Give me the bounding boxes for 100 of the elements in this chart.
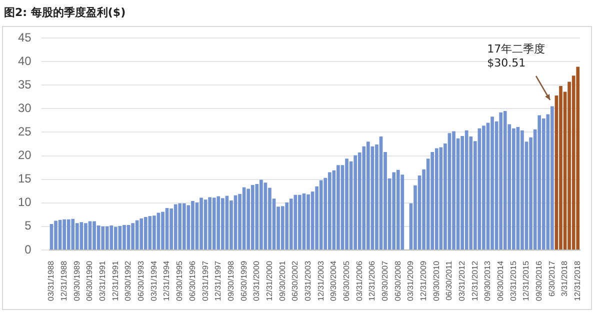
bar: [434, 148, 438, 250]
bar: [75, 223, 79, 250]
x-tick-label: 09/30/1995: [175, 260, 184, 302]
bar: [200, 198, 203, 250]
x-tick-label: 06/30/2002: [290, 260, 300, 302]
y-tick-label: 40: [18, 54, 32, 68]
x-tick-label: 12/31/2000: [264, 260, 274, 302]
x-tick-label: 03/31/1997: [200, 260, 210, 302]
bar: [101, 226, 105, 250]
x-tick-label: 12/31/1991: [110, 260, 120, 302]
bar: [516, 127, 520, 250]
bar: [186, 205, 190, 250]
x-tick-label: 03/31/2009: [406, 260, 416, 302]
y-tick-label: 25: [18, 124, 32, 139]
x-tick-label: 06/30/1999: [239, 260, 248, 302]
y-tick-label: 0: [24, 242, 32, 256]
bar: [250, 184, 254, 250]
bar: [379, 136, 383, 250]
bar: [110, 225, 114, 250]
x-tick-label: 09/30/2001: [278, 260, 287, 302]
bar: [84, 223, 88, 250]
bar: [478, 128, 482, 250]
bar: [246, 188, 250, 250]
bar: [165, 208, 169, 250]
bar: [559, 86, 562, 250]
x-tick-label: 03/31/1991: [98, 260, 108, 302]
bar: [482, 126, 486, 250]
x-tick-label: 12/31/2015: [522, 260, 531, 302]
x-tick-label: 12/31/2018: [573, 260, 582, 302]
y-tick-label: 30: [18, 100, 32, 115]
bar: [66, 219, 70, 250]
bar: [396, 170, 400, 250]
x-tick-label: 12/31/1988: [60, 260, 69, 302]
bar: [448, 133, 452, 250]
bar: [242, 187, 246, 250]
bar: [294, 194, 298, 250]
x-tick-label: 06/30/1996: [188, 260, 197, 302]
bar: [88, 221, 92, 250]
bar: [234, 195, 238, 250]
y-tick-label: 35: [18, 77, 32, 92]
bar: [204, 200, 208, 250]
bar: [144, 216, 148, 250]
bar: [220, 198, 224, 250]
x-tick-label: 06/30/2011: [444, 260, 454, 300]
x-tick-label: 03/31/1994: [149, 260, 158, 302]
x-tick-label: 03/31/2015: [508, 260, 518, 302]
bar: [328, 172, 332, 250]
bar: [92, 221, 96, 250]
x-tick-label: 09/30/1992: [124, 260, 133, 302]
bar: [140, 218, 144, 250]
x-tick-label: 12/31/2006: [368, 260, 377, 302]
bar: [126, 224, 130, 250]
bar: [80, 222, 84, 250]
x-tick-label: 12/31/2012: [470, 260, 480, 302]
bar: [503, 111, 507, 250]
bar: [430, 152, 434, 250]
bar: [178, 203, 182, 250]
bar: [71, 218, 75, 250]
x-tick-label: 06/30/1993: [136, 260, 146, 302]
bar: [302, 193, 306, 250]
bar: [520, 130, 524, 250]
bar: [148, 216, 152, 250]
bar: [336, 165, 340, 250]
x-tick-label: 6/30/2017: [547, 260, 556, 297]
x-tick-label: 12/31/1994: [162, 260, 172, 302]
bar: [576, 66, 580, 250]
bar: [264, 182, 268, 250]
bar: [118, 226, 122, 250]
bar: [191, 200, 194, 250]
bar: [216, 196, 220, 250]
y-tick-label: 20: [18, 148, 32, 162]
x-tick-label: 09/30/1998: [226, 260, 236, 302]
y-tick-label: 45: [18, 30, 32, 44]
x-tick-label: 3/31/2018: [560, 260, 570, 297]
x-tick-label: 12/31/2003: [316, 260, 326, 302]
bar: [439, 147, 443, 250]
bar: [174, 204, 178, 250]
x-tick-label: 03/31/2012: [458, 260, 467, 302]
bar: [122, 224, 126, 250]
annotation: 17年二季度 $30.51: [487, 42, 546, 70]
x-tick-label: 03/31/2003: [303, 260, 312, 302]
bar: [345, 158, 348, 250]
bar: [306, 194, 310, 250]
bar: [225, 196, 229, 250]
x-tick-label: 09/30/2013: [483, 260, 492, 302]
x-tick-label: 09/30/2016: [534, 260, 544, 302]
x-tick-label: 09/30/2004: [329, 260, 338, 302]
bar: [285, 202, 289, 250]
x-tick-label: 06/30/2005: [342, 260, 351, 302]
bar: [96, 225, 100, 250]
x-tick-label: 09/30/2007: [380, 260, 390, 302]
bar: [392, 172, 396, 250]
bar: [50, 224, 54, 250]
bar: [464, 130, 468, 250]
bar: [161, 212, 164, 250]
bar: [289, 198, 293, 250]
y-tick-label: 15: [18, 172, 32, 186]
bar: [452, 131, 456, 250]
x-tick-label: 09/30/1989: [72, 260, 82, 302]
bar: [212, 198, 216, 250]
